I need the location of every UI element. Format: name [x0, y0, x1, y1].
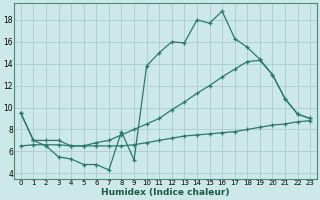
X-axis label: Humidex (Indice chaleur): Humidex (Indice chaleur): [101, 188, 230, 197]
